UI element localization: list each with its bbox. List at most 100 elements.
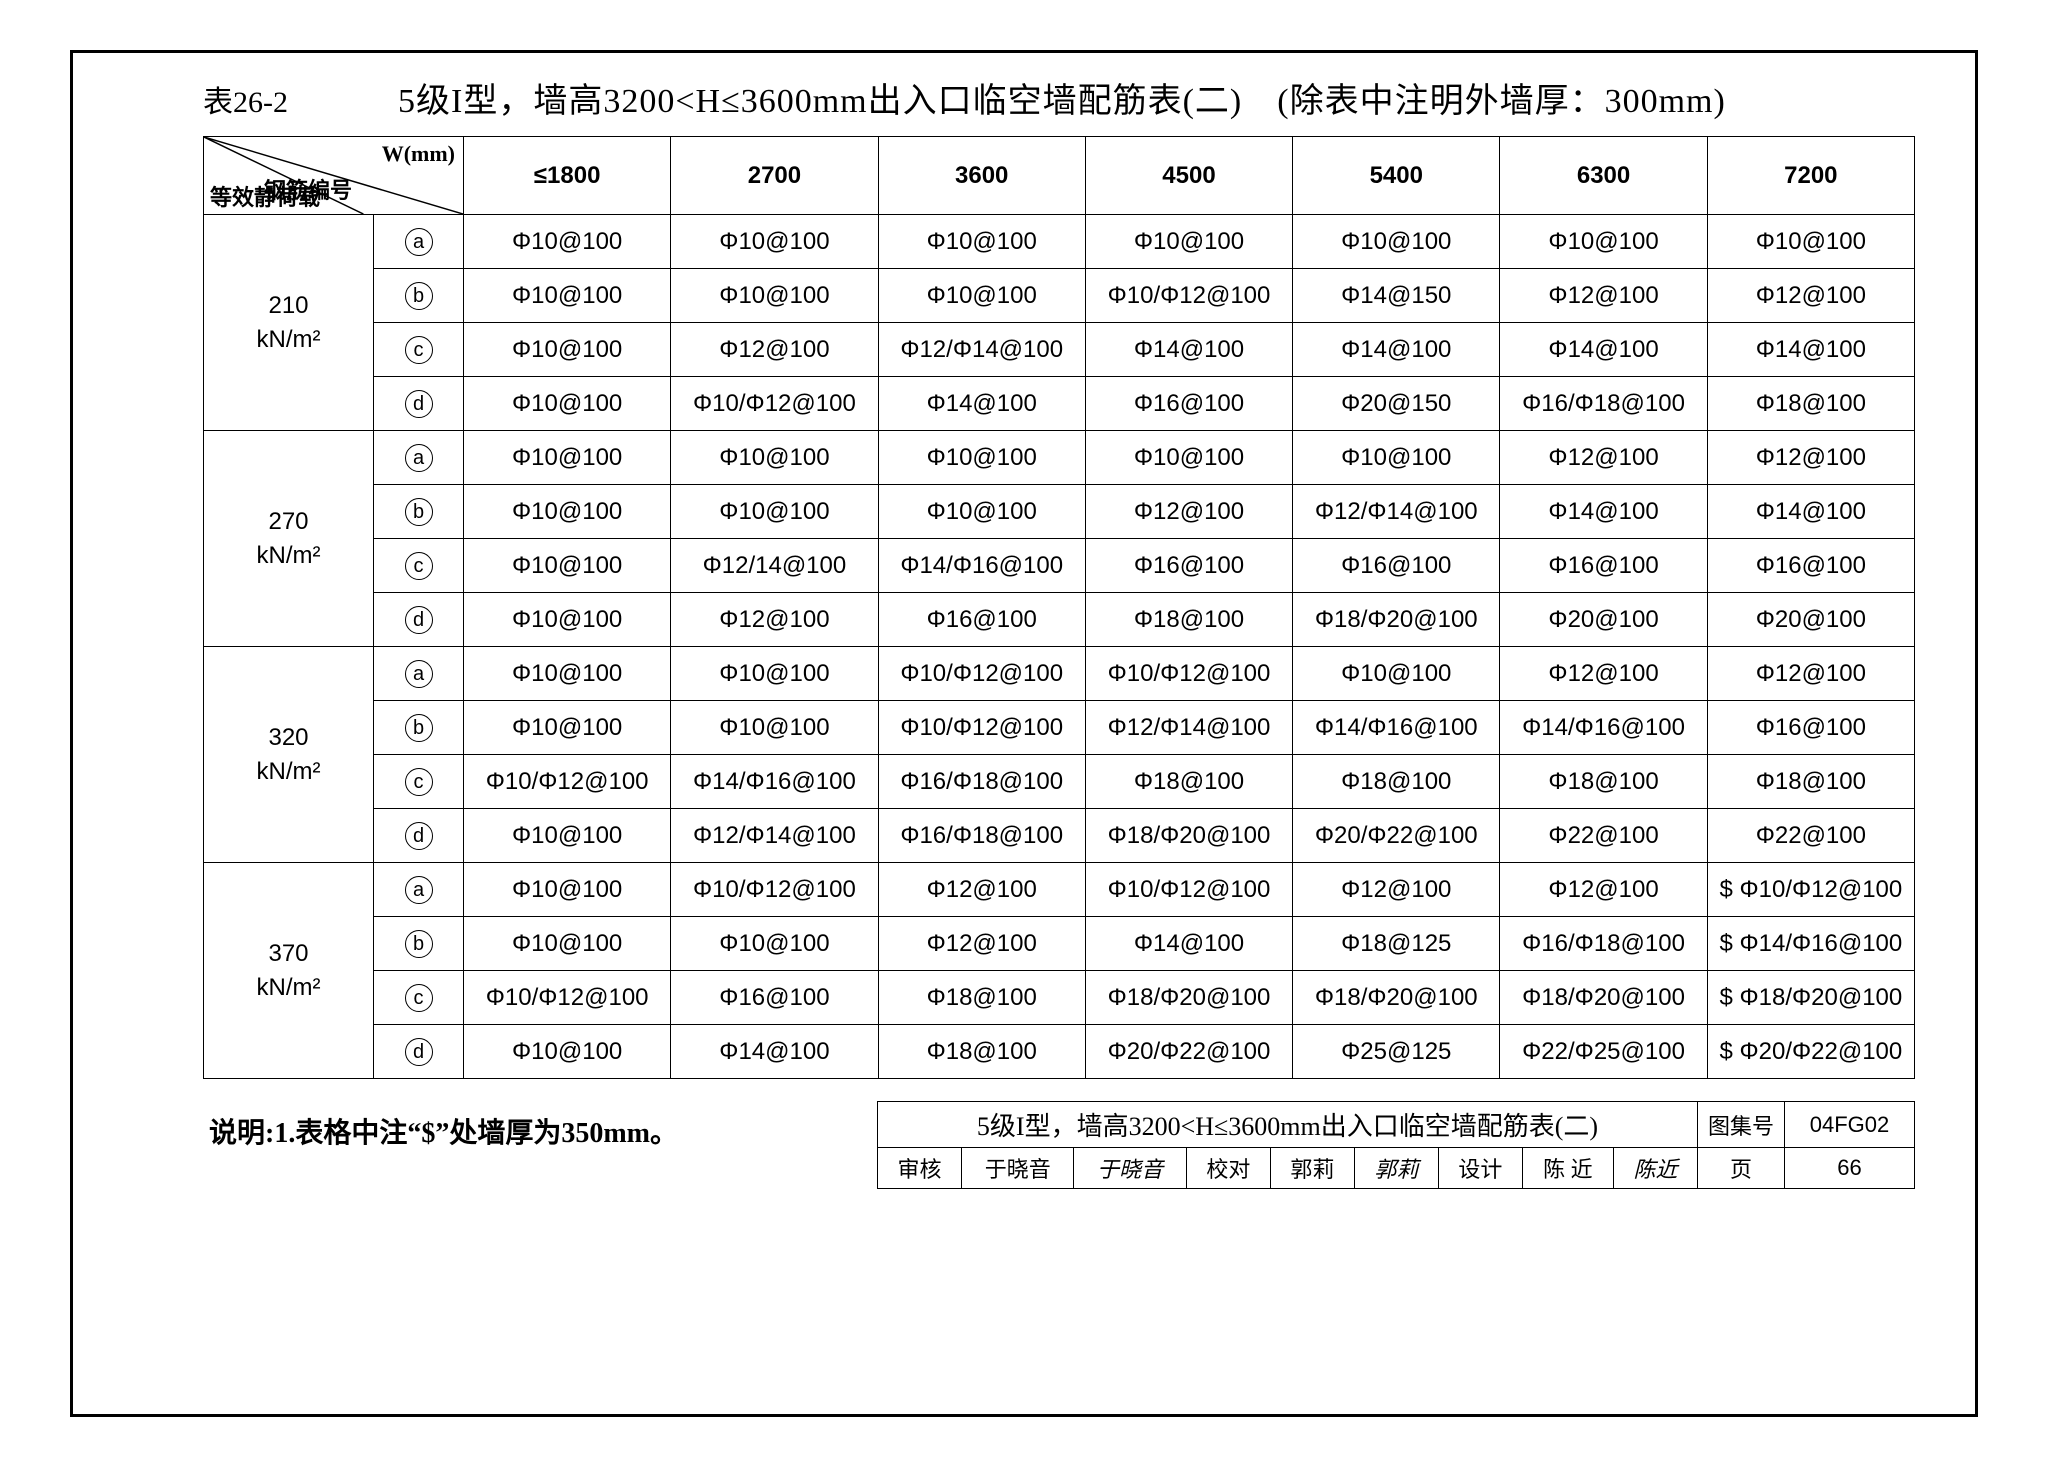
- design-sig: 陈近: [1613, 1148, 1697, 1189]
- rebar-cell: Φ12/Φ14@100: [671, 809, 878, 863]
- load-cell: 270kN/m²: [204, 431, 374, 647]
- rebar-cell: $ Φ10/Φ12@100: [1707, 863, 1914, 917]
- rebar-cell: Φ14/Φ16@100: [1293, 701, 1500, 755]
- col-header: 6300: [1500, 137, 1707, 215]
- table-number: 表26-2: [203, 77, 288, 121]
- rebar-cell: Φ14@100: [1500, 485, 1707, 539]
- rebar-cell: Φ18@100: [1293, 755, 1500, 809]
- rebar-cell: Φ12@100: [1500, 269, 1707, 323]
- load-cell: 370kN/m²: [204, 863, 374, 1079]
- rebar-cell: Φ18@100: [1085, 755, 1292, 809]
- rebar-cell: Φ20@100: [1500, 593, 1707, 647]
- rebar-cell: $ Φ20/Φ22@100: [1707, 1025, 1914, 1079]
- rebar-cell: Φ18@100: [878, 971, 1085, 1025]
- rebar-cell: Φ14/Φ16@100: [1500, 701, 1707, 755]
- rebar-cell: Φ10@100: [1293, 647, 1500, 701]
- header-diagonal: W(mm) 钢筋编号 等效静荷载: [204, 137, 464, 215]
- rebar-cell: Φ18@100: [1707, 377, 1914, 431]
- rebar-cell: Φ10/Φ12@100: [671, 377, 878, 431]
- page-no: 66: [1785, 1148, 1915, 1189]
- table-title: 5级I型，墙高3200<H≤3600mm出入口临空墙配筋表(二) (除表中注明外…: [398, 73, 1726, 122]
- col-header: 5400: [1293, 137, 1500, 215]
- rebar-cell: Φ10@100: [464, 485, 671, 539]
- load-cell: 320kN/m²: [204, 647, 374, 863]
- rebar-cell: Φ10@100: [464, 377, 671, 431]
- rebar-cell: Φ16@100: [1707, 701, 1914, 755]
- rebar-label: d: [374, 593, 464, 647]
- rebar-cell: Φ14/Φ16@100: [878, 539, 1085, 593]
- rebar-cell: Φ10@100: [464, 1025, 671, 1079]
- drawing-no: 04FG02: [1785, 1102, 1915, 1148]
- rebar-label: c: [374, 323, 464, 377]
- rebar-cell: Φ14/Φ16@100: [671, 755, 878, 809]
- rebar-cell: Φ18@100: [878, 1025, 1085, 1079]
- rebar-label: c: [374, 755, 464, 809]
- rebar-cell: Φ16@100: [1500, 539, 1707, 593]
- rebar-label: a: [374, 431, 464, 485]
- rebar-cell: Φ14@100: [1085, 323, 1292, 377]
- rebar-cell: Φ16/Φ18@100: [878, 755, 1085, 809]
- rebar-label: c: [374, 539, 464, 593]
- rebar-cell: Φ10@100: [671, 431, 878, 485]
- col-header: 7200: [1707, 137, 1914, 215]
- rebar-cell: Φ18@100: [1707, 755, 1914, 809]
- rebar-cell: Φ10/Φ12@100: [1085, 863, 1292, 917]
- rebar-cell: Φ10@100: [1085, 431, 1292, 485]
- check-name: 郭莉: [1270, 1148, 1354, 1189]
- drawing-label: 图集号: [1697, 1102, 1784, 1148]
- rebar-cell: Φ10@100: [1293, 431, 1500, 485]
- rebar-cell: Φ12@100: [671, 323, 878, 377]
- rebar-cell: Φ12/Φ14@100: [1085, 701, 1292, 755]
- rebar-cell: Φ10/Φ12@100: [464, 755, 671, 809]
- rebar-cell: Φ22@100: [1500, 809, 1707, 863]
- rebar-cell: Φ10/Φ12@100: [878, 701, 1085, 755]
- review-sig: 于晓音: [1074, 1148, 1186, 1189]
- review-label: 审核: [877, 1148, 961, 1189]
- titleblock-title: 5级I型，墙高3200<H≤3600mm出入口临空墙配筋表(二): [877, 1102, 1697, 1148]
- load-cell: 210kN/m²: [204, 215, 374, 431]
- rebar-label: b: [374, 701, 464, 755]
- rebar-cell: Φ10@100: [878, 485, 1085, 539]
- rebar-cell: Φ16@100: [878, 593, 1085, 647]
- rebar-cell: Φ18/Φ20@100: [1085, 809, 1292, 863]
- rebar-cell: Φ10/Φ12@100: [1085, 269, 1292, 323]
- rebar-cell: Φ10@100: [671, 917, 878, 971]
- rebar-cell: Φ12@100: [1707, 269, 1914, 323]
- rebar-label: d: [374, 1025, 464, 1079]
- rebar-cell: Φ10/Φ12@100: [878, 647, 1085, 701]
- rebar-cell: Φ10@100: [1707, 215, 1914, 269]
- rebar-cell: Φ20/Φ22@100: [1293, 809, 1500, 863]
- rebar-cell: Φ12/14@100: [671, 539, 878, 593]
- rebar-cell: Φ10@100: [464, 701, 671, 755]
- rebar-cell: Φ10@100: [878, 215, 1085, 269]
- rebar-cell: Φ14@100: [878, 377, 1085, 431]
- rebar-cell: Φ14@100: [1500, 323, 1707, 377]
- rebar-cell: Φ14@100: [1707, 485, 1914, 539]
- rebar-cell: $ Φ18/Φ20@100: [1707, 971, 1914, 1025]
- review-name: 于晓音: [961, 1148, 1073, 1189]
- rebar-cell: Φ10@100: [464, 539, 671, 593]
- rebar-cell: Φ10/Φ12@100: [671, 863, 878, 917]
- rebar-cell: Φ10@100: [878, 431, 1085, 485]
- header-bot-label: 等效静荷载: [210, 186, 320, 210]
- rebar-cell: Φ10/Φ12@100: [1085, 647, 1292, 701]
- rebar-cell: Φ10@100: [671, 269, 878, 323]
- rebar-cell: Φ10@100: [1085, 215, 1292, 269]
- rebar-cell: Φ10@100: [671, 701, 878, 755]
- rebar-cell: Φ18/Φ20@100: [1293, 971, 1500, 1025]
- rebar-cell: Φ10@100: [671, 647, 878, 701]
- rebar-cell: Φ16@100: [1085, 377, 1292, 431]
- rebar-cell: Φ14@100: [671, 1025, 878, 1079]
- rebar-cell: Φ16/Φ18@100: [1500, 917, 1707, 971]
- reinforcement-table: W(mm) 钢筋编号 等效静荷载 ≤1800 2700 3600 4500 54…: [203, 136, 1915, 1079]
- col-header: 3600: [878, 137, 1085, 215]
- rebar-cell: $ Φ14/Φ16@100: [1707, 917, 1914, 971]
- rebar-cell: Φ20@150: [1293, 377, 1500, 431]
- check-sig: 郭莉: [1354, 1148, 1438, 1189]
- rebar-cell: Φ18@100: [1085, 593, 1292, 647]
- rebar-label: b: [374, 485, 464, 539]
- rebar-cell: Φ10@100: [1500, 215, 1707, 269]
- rebar-cell: Φ22@100: [1707, 809, 1914, 863]
- rebar-cell: Φ14@150: [1293, 269, 1500, 323]
- rebar-cell: Φ20@100: [1707, 593, 1914, 647]
